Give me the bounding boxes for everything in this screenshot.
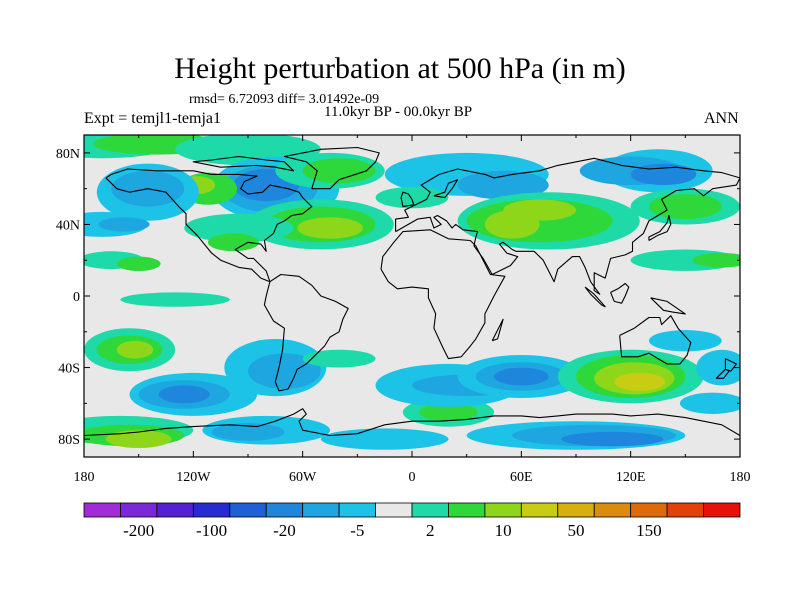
- lat-label: 80S: [58, 433, 80, 448]
- colorbar-label: -5: [350, 521, 364, 540]
- anomaly-region: [297, 217, 363, 239]
- coastline: [263, 273, 349, 392]
- season-label: ANN: [704, 110, 739, 127]
- lon-label: 180: [74, 470, 95, 485]
- coastline: [491, 318, 504, 342]
- colorbar-swatch: [666, 502, 704, 518]
- anomaly-region: [494, 367, 549, 386]
- colorbar-swatch: [265, 502, 304, 518]
- anomaly-region: [120, 292, 230, 307]
- colorbar-swatch: [120, 502, 158, 518]
- coastline: [619, 315, 692, 365]
- stats-text: rmsd= 6.72093 diff= 3.01492e-09: [189, 92, 380, 107]
- map-title: Height perturbation at 500 hPa (in m): [174, 52, 626, 85]
- lon-label: 0: [409, 470, 416, 485]
- colorbar-swatch: [484, 502, 522, 518]
- anomaly-region: [614, 373, 666, 391]
- colorbar-swatch: [411, 502, 449, 518]
- coastline: [380, 229, 506, 360]
- colorbar-label: -20: [273, 521, 296, 540]
- colorbar-swatch: [630, 502, 668, 518]
- anomaly-region: [692, 253, 740, 268]
- coastline: [584, 286, 606, 308]
- coastline: [650, 297, 686, 315]
- coastline: [433, 179, 459, 199]
- colorbar-label: -100: [196, 521, 227, 540]
- coastline: [724, 358, 737, 372]
- anomaly-region: [630, 163, 697, 186]
- coastline: [715, 368, 730, 379]
- colorbar-swatch: [703, 502, 741, 518]
- anomaly-region: [248, 353, 321, 389]
- lon-label: 120E: [616, 470, 646, 485]
- colorbar-swatch: [229, 502, 267, 518]
- anomaly-region: [184, 213, 294, 243]
- coastline: [192, 155, 295, 172]
- colorbar-swatch: [192, 502, 231, 518]
- anomaly-region: [320, 428, 449, 450]
- lat-label: 0: [73, 290, 80, 305]
- coastline: [395, 157, 740, 295]
- coastline: [84, 408, 740, 437]
- lat-label: 40S: [58, 362, 80, 377]
- height-field: [84, 135, 740, 457]
- lat-label: 40N: [56, 218, 80, 233]
- coastline: [105, 168, 313, 283]
- colorbar-label: 10: [495, 521, 512, 540]
- colorbar-label: 150: [636, 521, 662, 540]
- anomaly-region: [98, 217, 150, 232]
- colorbar-swatch: [520, 502, 559, 518]
- colorbar-label: 2: [426, 521, 435, 540]
- anomaly-region: [419, 403, 478, 422]
- colorbar-label: -200: [123, 521, 154, 540]
- lon-label: 60W: [289, 470, 317, 485]
- experiment-label: Expt = temjl1-temja1: [84, 110, 221, 127]
- colorbar-swatch: [557, 502, 595, 518]
- lon-label: 180: [730, 470, 751, 485]
- anomaly-region: [116, 340, 154, 359]
- colorbar-label: 50: [568, 521, 585, 540]
- anomaly-region: [302, 158, 376, 184]
- lon-label: 120W: [176, 470, 211, 485]
- colorbar-swatch: [338, 502, 376, 518]
- coastline: [400, 191, 415, 208]
- anomaly-region: [648, 330, 722, 352]
- colorbar-swatch: [156, 502, 194, 518]
- colorbar-swatch: [593, 502, 632, 518]
- period-text: 11.0kyr BP - 00.0kyr BP: [324, 104, 473, 120]
- colorbar-swatch: [448, 502, 486, 518]
- anomaly-region: [457, 170, 549, 200]
- anomaly-region: [158, 385, 210, 404]
- anomaly-region: [503, 199, 576, 221]
- anomaly-region: [679, 392, 740, 414]
- anomaly-region: [116, 256, 161, 271]
- colorbar-swatch: [83, 502, 121, 518]
- colorbar-swatch: [302, 502, 340, 518]
- anomaly-region: [211, 423, 285, 441]
- anomaly-region: [696, 349, 740, 386]
- coastline: [283, 146, 380, 190]
- anomaly-region: [302, 349, 376, 368]
- lat-label: 80N: [56, 147, 80, 162]
- anomaly-region: [561, 431, 664, 447]
- coastline: [610, 282, 630, 304]
- anomaly-region: [105, 430, 172, 448]
- coastline: [648, 214, 672, 241]
- lon-label: 60E: [510, 470, 533, 485]
- colorbar-swatch: [375, 502, 413, 518]
- anomaly-region: [648, 194, 722, 220]
- anomaly-region: [207, 233, 259, 252]
